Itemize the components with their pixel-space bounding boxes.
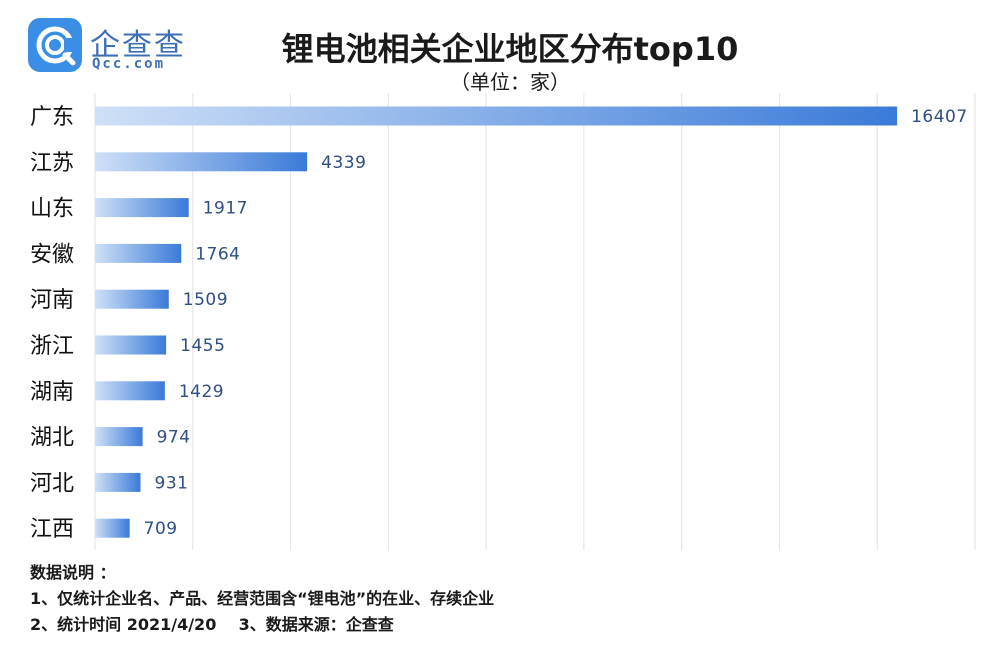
brand-domain: Qcc.com xyxy=(92,56,166,72)
bar-5 xyxy=(95,335,167,355)
category-label: 山东 xyxy=(30,197,74,222)
bar-1 xyxy=(95,152,308,172)
brand-name: 企查查 xyxy=(90,28,186,63)
value-label: 1764 xyxy=(195,244,240,264)
bar-0 xyxy=(95,106,898,126)
category-label: 湖北 xyxy=(30,426,74,451)
category-label: 安徽 xyxy=(30,242,74,267)
value-label: 1455 xyxy=(180,336,225,356)
category-label: 江西 xyxy=(30,517,74,542)
brand-logo: 企查查 Qcc.com xyxy=(28,18,198,76)
bar-4 xyxy=(95,289,169,309)
category-label: 江苏 xyxy=(30,151,74,176)
value-label: 709 xyxy=(144,519,178,539)
value-label: 16407 xyxy=(911,107,968,127)
category-label: 广东 xyxy=(30,105,74,130)
value-label: 974 xyxy=(157,428,191,448)
bar-chart: 广东 16407 江苏 4339 山东 1917 安徽 1764 河南 1509 浙江 1455 湖南 1… xyxy=(30,93,976,550)
chart-title: 锂电池相关企业地区分布top10 xyxy=(281,30,739,68)
bar-3 xyxy=(95,243,182,263)
bar-9 xyxy=(95,518,130,538)
bar-7 xyxy=(95,427,143,447)
chart-subtitle: （单位：家） xyxy=(450,70,570,94)
category-label: 河北 xyxy=(30,471,74,496)
category-label: 河南 xyxy=(30,288,74,313)
bar-2 xyxy=(95,198,189,218)
value-label: 4339 xyxy=(321,153,366,173)
notes-heading: 数据说明 ： xyxy=(30,563,116,582)
qcc-logo-icon xyxy=(28,18,82,72)
value-label: 1917 xyxy=(203,199,248,219)
notes-line-2: 2、统计时间 2021/4/20 3、数据来源：企查查 xyxy=(30,615,394,634)
value-label: 1429 xyxy=(179,382,224,402)
category-label: 浙江 xyxy=(30,334,74,359)
labels: 广东 16407 江苏 4339 山东 1917 安徽 1764 河南 1509 浙江 1455 湖南 1… xyxy=(30,105,968,542)
category-label: 湖南 xyxy=(30,380,74,405)
bar-6 xyxy=(95,381,165,401)
notes-line-1: 1、仅统计企业名、产品、经营范围含“锂电池”的在业、存续企业 xyxy=(30,589,495,608)
value-label: 1509 xyxy=(183,290,228,310)
data-notes: 数据说明 ： 1、仅统计企业名、产品、经营范围含“锂电池”的在业、存续企业 2、… xyxy=(30,560,494,638)
bar-8 xyxy=(95,472,141,492)
bars xyxy=(95,106,898,538)
value-label: 931 xyxy=(155,473,189,493)
